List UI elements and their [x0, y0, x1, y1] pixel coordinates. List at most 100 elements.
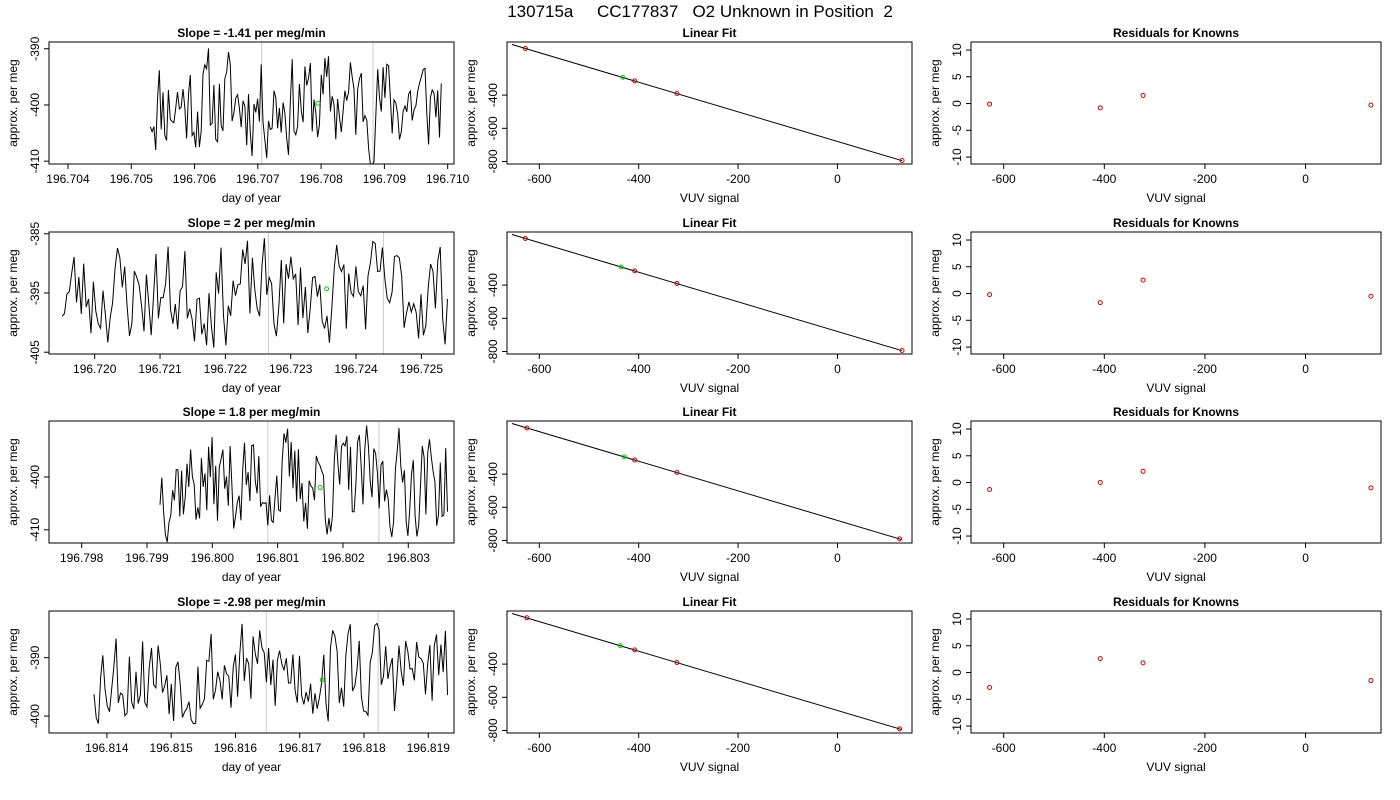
y-axis-label: approx. per meg: [928, 59, 942, 146]
trace-line: [61, 238, 448, 348]
y-tick-label: -400: [486, 652, 500, 676]
x-tick-label: 196.710: [426, 172, 470, 186]
y-tick-label: -800: [486, 718, 500, 742]
x-tick-label: -200: [1193, 741, 1217, 755]
known-point: [632, 457, 638, 463]
known-point: [1368, 102, 1374, 108]
panel-3-2: Linear Fit -600 -400 -200 0 VUV signal -400 -60…: [464, 405, 913, 584]
unknown-point: [620, 74, 626, 80]
y-axis-label: approx. per meg: [464, 438, 478, 525]
x-tick-label: -200: [726, 362, 750, 376]
plot-area: [511, 44, 905, 164]
y-axis-label: approx. per meg: [928, 249, 942, 336]
plot-frame: [970, 420, 1382, 544]
plot-frame: [970, 231, 1382, 355]
plot-area: [987, 277, 1374, 306]
y-tick-label: -600: [486, 116, 500, 140]
y-tick-label: -5: [950, 125, 964, 136]
unknown-point: [315, 100, 321, 106]
plot-area: [61, 232, 448, 354]
x-tick-label: 196.704: [46, 172, 90, 186]
x-tick-label: 0: [834, 741, 841, 755]
known-point: [897, 726, 903, 732]
known-point: [1097, 105, 1103, 111]
y-tick-label: -10: [950, 717, 964, 735]
x-tick-label: 196.705: [110, 172, 154, 186]
x-tick-label: -600: [527, 741, 551, 755]
x-tick-label: 196.802: [321, 551, 365, 565]
y-tick-label: -400: [28, 93, 42, 117]
panel-title: Linear Fit: [682, 405, 736, 419]
y-tick-label: 5: [950, 642, 964, 649]
x-tick-label: -400: [627, 741, 651, 755]
y-tick-label: -410: [28, 149, 42, 173]
x-axis-label: VUV signal: [680, 760, 739, 774]
known-point: [1140, 468, 1146, 474]
x-tick-label: -200: [1193, 362, 1217, 376]
y-tick-label: -600: [486, 495, 500, 519]
panel-2-1: Slope = 2 per meg/min 196.720 196.721 196.7…: [6, 216, 455, 395]
y-tick-label: -600: [486, 306, 500, 330]
x-tick-label: -200: [726, 172, 750, 186]
x-tick-label: 196.722: [204, 362, 248, 376]
x-tick-label: -600: [527, 362, 551, 376]
x-axis-label: VUV signal: [1146, 191, 1205, 205]
x-tick-label: -600: [527, 551, 551, 565]
x-tick-label: 0: [1302, 362, 1309, 376]
plot-frame: [970, 610, 1382, 734]
plot-frame: [48, 231, 455, 355]
y-tick-label: -395: [28, 281, 42, 305]
trace-line: [159, 425, 448, 543]
known-point: [1140, 660, 1146, 666]
known-point: [522, 235, 528, 241]
x-tick-label: 196.709: [363, 172, 407, 186]
x-axis-label: day of year: [222, 191, 281, 205]
known-point: [897, 536, 903, 542]
x-tick-label: 196.721: [138, 362, 182, 376]
y-tick-label: -390: [28, 36, 42, 60]
x-axis-label: VUV signal: [680, 570, 739, 584]
x-axis-label: VUV signal: [680, 191, 739, 205]
x-tick-label: -600: [992, 362, 1016, 376]
y-axis-label: approx. per meg: [464, 628, 478, 715]
y-axis-label: approx. per meg: [6, 59, 20, 146]
x-tick-label: 196.817: [278, 741, 322, 755]
panel-4-2: Linear Fit -600 -400 -200 0 VUV signal -400 -60…: [464, 595, 913, 774]
plot-area: [511, 234, 905, 354]
x-tick-label: -600: [527, 172, 551, 186]
y-tick-label: -5: [950, 315, 964, 326]
fit-line: [511, 613, 903, 731]
known-point: [1140, 277, 1146, 283]
x-tick-label: -200: [726, 741, 750, 755]
known-point: [987, 685, 993, 691]
x-tick-label: -400: [627, 362, 651, 376]
x-tick-label: 196.814: [85, 741, 129, 755]
y-axis-label: approx. per meg: [6, 249, 20, 336]
panel-title: Residuals for Knowns: [1113, 595, 1239, 609]
x-tick-label: 0: [1302, 741, 1309, 755]
unknown-point: [324, 286, 330, 292]
y-tick-label: 5: [950, 452, 964, 459]
x-tick-label: -400: [1092, 551, 1116, 565]
fit-line: [511, 44, 903, 162]
x-tick-label: -400: [1092, 741, 1116, 755]
x-tick-label: 196.725: [400, 362, 444, 376]
plot-frame: [970, 41, 1382, 165]
x-tick-label: 0: [834, 362, 841, 376]
y-tick-label: 10: [950, 43, 964, 57]
panel-title: Linear Fit: [682, 26, 736, 40]
x-tick-label: 196.815: [149, 741, 193, 755]
panel-3-3: Residuals for Knowns -600 -400 -200 0 VUV sig…: [928, 405, 1382, 584]
y-axis-label: approx. per meg: [928, 438, 942, 525]
y-tick-label: -5: [950, 504, 964, 515]
y-tick-label: -10: [950, 527, 964, 545]
known-point: [674, 280, 680, 286]
panel-1-3: Residuals for Knowns -600 -400 -200 0 VUV sig…: [928, 26, 1382, 205]
y-tick-label: -410: [28, 517, 42, 541]
y-tick-label: -600: [486, 685, 500, 709]
y-tick-label: -800: [486, 528, 500, 552]
y-tick-label: -400: [28, 465, 42, 489]
panel-3-1: Slope = 1.8 per meg/min 196.798 196.799 196…: [6, 405, 455, 584]
y-tick-label: 10: [950, 612, 964, 626]
page-title: 130715a CC177837 O2 Unknown in Position …: [507, 2, 893, 21]
